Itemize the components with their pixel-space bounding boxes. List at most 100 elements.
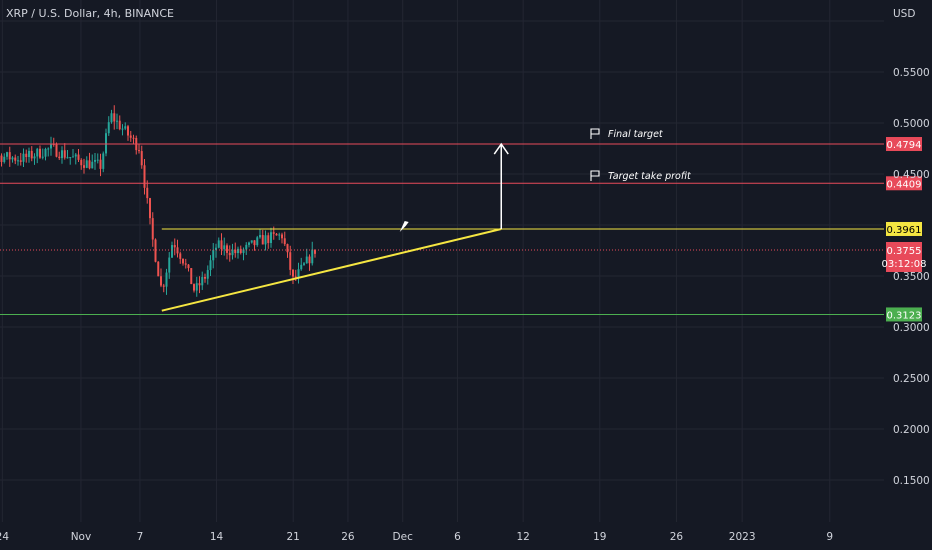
candle-body xyxy=(39,148,41,158)
candle-body xyxy=(96,159,99,161)
y-tick-label: 0.3500 xyxy=(893,271,930,283)
current-price-badge xyxy=(886,241,922,272)
candle-body xyxy=(132,137,135,139)
candle-body xyxy=(69,157,72,159)
flag-annotation: Final target xyxy=(590,128,664,140)
candle-body xyxy=(124,126,127,129)
level-badge-label: 0.3123 xyxy=(887,310,922,321)
candle-body xyxy=(127,126,129,136)
x-tick-label: 12 xyxy=(516,531,529,543)
candle-body xyxy=(110,113,113,123)
candle-body xyxy=(292,269,294,277)
candle-body xyxy=(283,238,286,245)
candle-body xyxy=(83,165,85,168)
candle-body xyxy=(311,249,314,264)
candle-body xyxy=(157,261,160,277)
candle-body xyxy=(140,151,143,166)
candle-body xyxy=(270,232,272,244)
candle-body xyxy=(47,148,50,150)
candle-body xyxy=(88,160,91,169)
candle-body xyxy=(294,276,297,278)
candle-body xyxy=(41,156,44,158)
x-tick-label: 26 xyxy=(670,531,684,543)
candle-body xyxy=(0,155,3,162)
candle-body xyxy=(212,249,215,261)
candle-body xyxy=(171,245,173,258)
candle-body xyxy=(223,245,226,250)
annotation-label: Final target xyxy=(608,129,664,140)
candle-body xyxy=(72,156,74,158)
candle-body xyxy=(77,154,80,160)
candle-body xyxy=(94,159,96,162)
candle-body xyxy=(146,187,149,199)
y-tick-label: 0.2500 xyxy=(893,373,930,385)
candle-body xyxy=(231,249,234,256)
annotations: Final target Target take profit xyxy=(590,128,692,182)
candle-body xyxy=(217,240,220,248)
candle-body xyxy=(278,234,281,236)
candle-body xyxy=(55,144,58,157)
y-tick-label: 0.3000 xyxy=(893,322,930,334)
candles xyxy=(0,105,316,297)
candle-body xyxy=(66,157,69,159)
candle-body xyxy=(275,233,278,236)
candle-body xyxy=(28,150,30,158)
candle-body xyxy=(253,240,256,246)
x-tick-label: Nov xyxy=(71,531,92,543)
candle-body xyxy=(300,264,303,270)
level-badge-label: 0.4794 xyxy=(887,140,922,151)
candle-body xyxy=(74,154,77,157)
candle-body xyxy=(204,276,206,279)
candle-body xyxy=(11,157,14,160)
candle-body xyxy=(63,150,66,158)
candle-body xyxy=(239,248,242,253)
candle-body xyxy=(206,270,209,279)
time-axis[interactable]: 24 Nov 7 14 21 26 Dec 6 12 19 26 2023 9 xyxy=(0,531,833,543)
target-arrow-head xyxy=(493,142,509,155)
trendline xyxy=(161,228,502,312)
candle-body xyxy=(308,256,311,264)
x-tick-label: 2023 xyxy=(729,531,756,543)
level-badge-label: 0.3961 xyxy=(887,225,922,236)
candle-body xyxy=(305,256,308,264)
candle-body xyxy=(173,245,176,248)
candle-body xyxy=(261,235,264,245)
candle-body xyxy=(237,248,239,254)
y-tick-label: 0.1500 xyxy=(893,475,930,487)
candle-body xyxy=(149,198,151,219)
candle-body xyxy=(220,240,223,250)
candle-body xyxy=(209,260,212,271)
candle-body xyxy=(195,283,198,291)
candle-body xyxy=(25,153,28,158)
candle-body xyxy=(281,234,283,239)
candle-body xyxy=(245,244,248,250)
candle-body xyxy=(168,257,171,273)
price-axis[interactable]: 0.5500 0.5000 0.4500 0.3500 0.3000 0.2500 0.20… xyxy=(893,67,930,487)
candle-body xyxy=(248,242,250,245)
x-tick-label: 6 xyxy=(454,531,461,543)
x-tick-label: 7 xyxy=(137,531,144,543)
candle-body xyxy=(259,235,261,238)
y-tick-label: 0.5000 xyxy=(893,118,930,130)
candle-body xyxy=(116,120,118,122)
candle-body xyxy=(193,284,195,291)
candle-body xyxy=(107,122,110,134)
annotation-label: Target take profit xyxy=(608,171,692,182)
candle-body xyxy=(198,283,201,286)
candle-body xyxy=(17,160,19,162)
candle-body xyxy=(113,113,116,122)
candle-body xyxy=(85,160,88,168)
candle-body xyxy=(297,269,300,278)
candle-body xyxy=(286,244,289,253)
candle-body xyxy=(80,159,83,166)
level-badge xyxy=(886,137,922,152)
candle-body xyxy=(228,252,231,256)
candle-body xyxy=(154,239,157,262)
candle-body xyxy=(184,263,187,265)
candle-body xyxy=(19,160,22,162)
candle-body xyxy=(162,285,165,287)
x-tick-label: 24 xyxy=(0,531,9,543)
drawings xyxy=(161,142,509,312)
